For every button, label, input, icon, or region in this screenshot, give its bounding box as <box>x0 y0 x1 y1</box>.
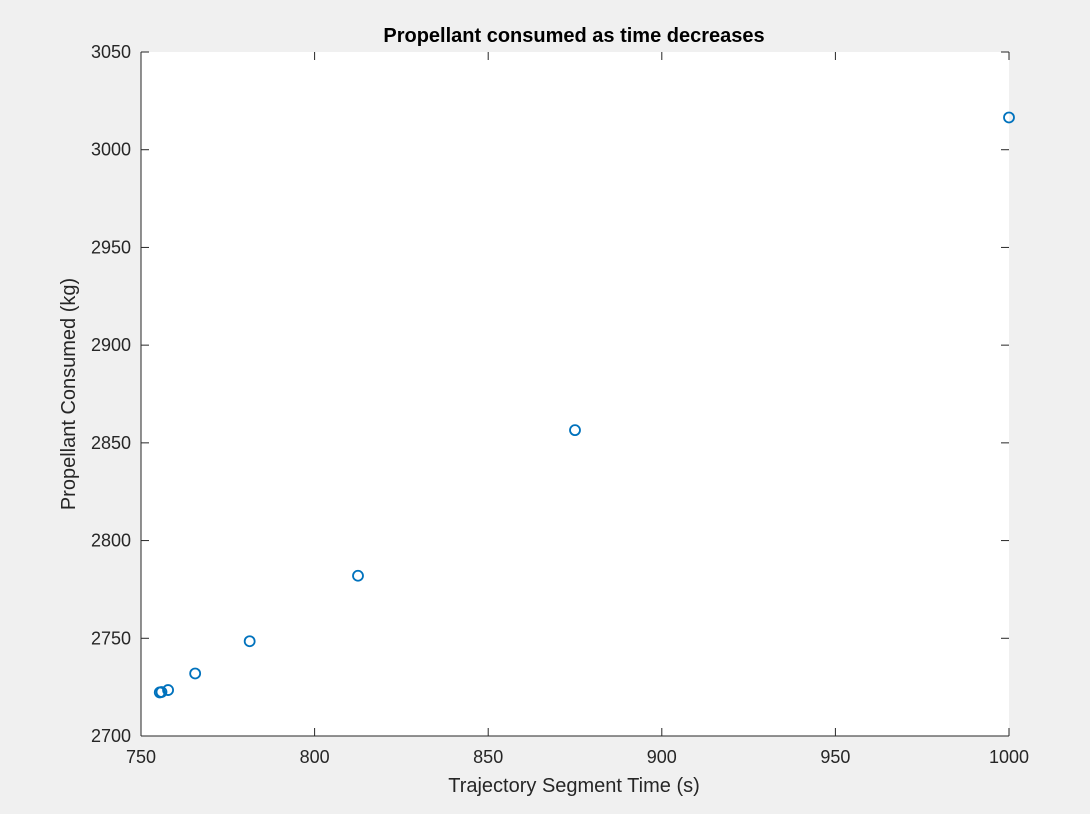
y-tick-label: 2800 <box>91 531 131 551</box>
axes-background <box>141 52 1009 736</box>
x-tick-label: 950 <box>820 747 850 767</box>
x-tick-label: 800 <box>300 747 330 767</box>
y-tick-label: 2900 <box>91 335 131 355</box>
y-tick-label: 2850 <box>91 433 131 453</box>
y-axis-label: Propellant Consumed (kg) <box>58 278 80 510</box>
x-tick-label: 850 <box>473 747 503 767</box>
data-point <box>1003 111 1015 124</box>
data-point <box>153 686 166 699</box>
data-point <box>243 635 256 648</box>
x-axis-label: Trajectory Segment Time (s) <box>448 775 700 797</box>
y-tick-label: 2750 <box>91 628 131 648</box>
data-point <box>189 667 202 680</box>
x-axis-ticks: 750 800 850 900 950 1000 <box>126 52 1029 767</box>
y-tick-label: 2700 <box>91 726 131 746</box>
y-tick-label: 3050 <box>91 42 131 62</box>
y-tick-label: 3000 <box>91 140 131 160</box>
data-point <box>162 684 174 696</box>
x-tick-label: 750 <box>126 747 156 767</box>
data-point <box>352 569 364 582</box>
chart-title: Propellant consumed as time decreases <box>383 25 764 47</box>
data-point <box>569 424 581 437</box>
x-tick-label: 1000 <box>989 747 1029 767</box>
scatter-points <box>153 111 1015 699</box>
y-tick-label: 2950 <box>91 237 131 257</box>
x-tick-label: 900 <box>647 747 677 767</box>
